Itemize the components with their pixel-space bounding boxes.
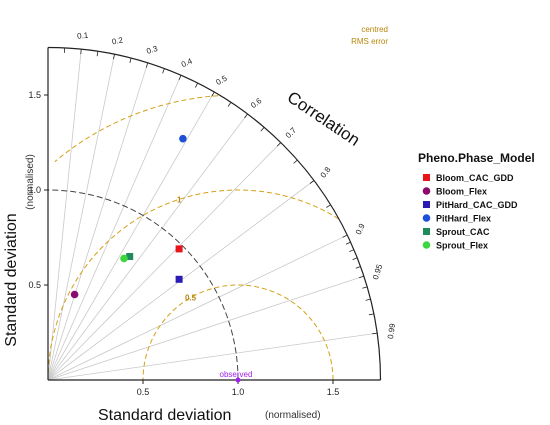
observed-point: [235, 377, 241, 383]
correlation-tick-label-4: 0.5: [214, 73, 229, 87]
corr-minor-tick-7: [162, 68, 165, 74]
y-tick-label-2: 1.5: [28, 90, 41, 100]
corr-minor-tick-16: [309, 180, 315, 184]
legend-label-Sprout_Flex: Sprout_Flex: [436, 241, 488, 251]
corr-minor-tick-24: [362, 286, 368, 289]
corr-minor-tick-17: [326, 204, 331, 208]
y-axis-title: Standard deviation: [3, 213, 20, 346]
corr-minor-tick-19: [345, 241, 351, 245]
legend-label-PitHard_CAC_GDD: PitHard_CAC_GDD: [436, 200, 518, 210]
correlation-tick-label-0: 0.1: [77, 31, 90, 41]
legend-marker-PitHard_Flex: [422, 214, 431, 222]
legend-label-Bloom_Flex: Bloom_Flex: [436, 187, 487, 197]
corr-minor-tick-26: [368, 313, 374, 316]
corr-minor-tick-25: [365, 298, 371, 301]
corr-minor-tick-8: [178, 75, 182, 81]
y-axis-subtitle: (normalised): [25, 154, 36, 210]
point-PitHard_Flex: [179, 134, 187, 143]
rms-arc-0: [142, 284, 334, 381]
corr-minor-tick-20: [349, 249, 355, 253]
legend-label-Bloom_CAC_GDD: Bloom_CAC_GDD: [436, 173, 514, 183]
point-PitHard_CAC_GDD: [175, 275, 183, 283]
correlation-line-0: [47, 49, 82, 381]
correlation-line-1: [47, 54, 115, 381]
corr-minor-tick-14: [276, 142, 282, 147]
corr-minor-tick-18: [342, 234, 348, 238]
corr-minor-tick-13: [260, 127, 265, 132]
x-axis-title: Standard deviation: [98, 407, 231, 424]
corr-minor-tick-11: [227, 102, 232, 107]
correlation-tick-label-6: 0.7: [284, 125, 299, 140]
corr-minor-tick-15: [293, 159, 298, 164]
point-Sprout_Flex: [120, 254, 128, 263]
legend-marker-Bloom_CAC_GDD: [423, 174, 430, 181]
corr-minor-tick-21: [352, 257, 358, 260]
y-tick-label-0: 0.5: [28, 280, 41, 290]
correlation-line-6: [47, 142, 282, 381]
rms-legend-line1: centred: [361, 25, 388, 34]
legend-label-PitHard_Flex: PitHard_Flex: [436, 214, 491, 224]
corr-minor-tick-2: [80, 49, 82, 55]
correlation-line-9: [47, 275, 364, 381]
corr-minor-tick-4: [113, 54, 115, 60]
observed-sd-arc: [47, 189, 239, 381]
x-axis-subtitle: (normalised): [265, 410, 321, 421]
point-Bloom_Flex: [70, 290, 79, 299]
corr-minor-tick-27: [372, 332, 378, 335]
legend-marker-PitHard_CAC_GDD: [423, 201, 430, 208]
corr-minor-tick-9: [195, 82, 198, 88]
correlation-tick-label-9: 0.95: [371, 263, 385, 281]
rms-tick-label-1: 1: [177, 195, 182, 204]
corr-minor-tick-22: [355, 266, 361, 269]
correlation-line-10: [47, 332, 378, 381]
correlation-line-4: [47, 91, 215, 381]
legend-marker-Sprout_CAC: [423, 228, 430, 235]
taylor-marks: [70, 134, 241, 383]
rms-arc-2: [54, 95, 219, 163]
correlation-tick-label-2: 0.3: [145, 44, 159, 56]
correlation-tick-label-8: 0.9: [354, 222, 367, 236]
correlation-tick-label-7: 0.8: [319, 165, 333, 180]
correlation-tick-label-10: 0.99: [386, 322, 397, 339]
corr-minor-tick-3: [96, 51, 99, 57]
y-tick-label-1: 1.0: [28, 185, 41, 195]
correlation-tick-label-5: 0.6: [249, 96, 264, 110]
legend-marker-Sprout_Flex: [422, 241, 431, 249]
point-Sprout_CAC: [126, 253, 134, 260]
correlation-tick-label-3: 0.4: [180, 56, 194, 69]
corr-minor-tick-10: [211, 91, 215, 97]
x-tick-label-1: 1.0: [232, 387, 245, 397]
corr-minor-tick-5: [129, 57, 132, 63]
legend-label-Sprout_CAC: Sprout_CAC: [436, 227, 490, 237]
corr-minor-tick-6: [145, 62, 149, 68]
x-tick-label-0: 0.5: [137, 387, 150, 397]
taylor-grid: 0.1 0.2 0.3 0.4 0.5 0.6 0.7 0.8 0.9 0.95 0.99 0.5 0.…: [28, 31, 397, 397]
corr-minor-tick-12: [244, 113, 248, 119]
legend: Pheno.Phase_Model Bloom_CAC_GDD Bloom_Fle…: [418, 151, 535, 251]
rms-arc-1: [47, 189, 339, 381]
correlation-line-5: [47, 113, 248, 381]
legend-marker-Bloom_Flex: [422, 187, 431, 195]
x-tick-label-2: 1.5: [327, 387, 340, 397]
outer-arc: [47, 46, 382, 381]
correlation-tick-label-1: 0.2: [111, 35, 124, 46]
rms-tick-label-0: 0.5: [185, 294, 197, 303]
legend-title: Pheno.Phase_Model: [418, 151, 535, 165]
observed-label: observed: [220, 370, 253, 379]
point-Bloom_CAC_GDD: [175, 245, 183, 253]
correlation-line-3: [47, 75, 182, 381]
correlation-title: Correlation: [284, 88, 364, 150]
corr-minor-tick-23: [359, 275, 364, 279]
correlation-line-8: [47, 234, 348, 381]
rms-legend-line2: RMS error: [351, 37, 388, 46]
